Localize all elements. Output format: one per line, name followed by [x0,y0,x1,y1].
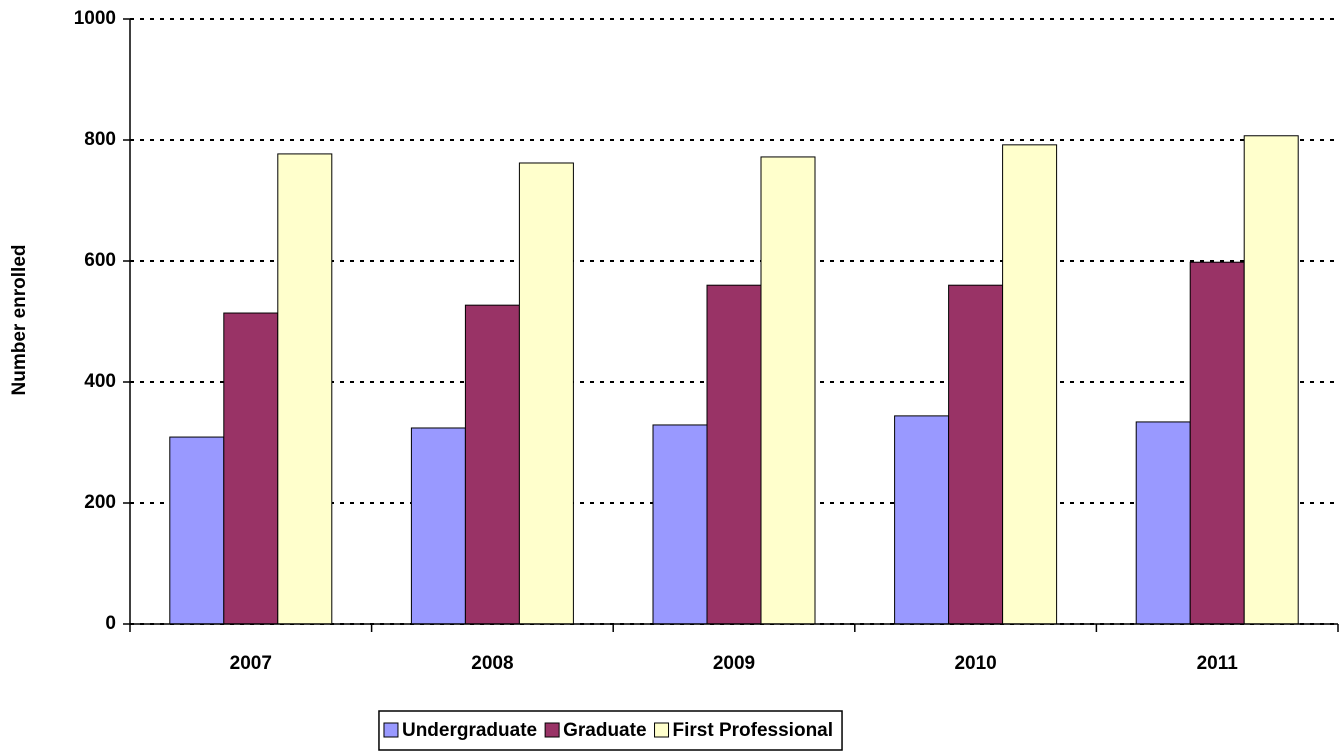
bar [1135,421,1191,625]
legend-label: Undergraduate [402,720,537,741]
bar [410,427,466,625]
x-tick-label: 2007 [230,653,272,674]
legend [378,710,843,751]
legend-swatch [544,722,560,738]
legend-swatch [654,722,670,738]
x-tick-label: 2011 [1197,653,1239,674]
bar [894,415,950,625]
y-tick-label: 0 [105,613,116,634]
bar [706,284,762,625]
bar [1243,135,1299,625]
y-axis-label: Number enrolled [9,245,30,396]
x-tick-label: 2010 [954,653,996,674]
bar [169,436,225,625]
legend-label: First Professional [673,720,834,741]
bar [277,153,333,625]
bar [948,284,1004,625]
legend-swatch [383,722,399,738]
bar [464,304,520,625]
legend-label: Graduate [563,720,646,741]
bar [652,424,708,625]
bar [223,312,279,625]
y-tick-label: 200 [84,492,116,513]
y-tick-label: 400 [84,371,116,392]
y-tick-label: 800 [84,129,116,150]
bar [518,162,574,625]
bar [760,156,816,625]
y-tick-label: 1000 [74,8,116,29]
bar [1189,261,1245,625]
bar [1002,144,1058,625]
y-tick-label: 600 [84,250,116,271]
x-tick-label: 2008 [471,653,513,674]
x-tick-label: 2009 [713,653,755,674]
